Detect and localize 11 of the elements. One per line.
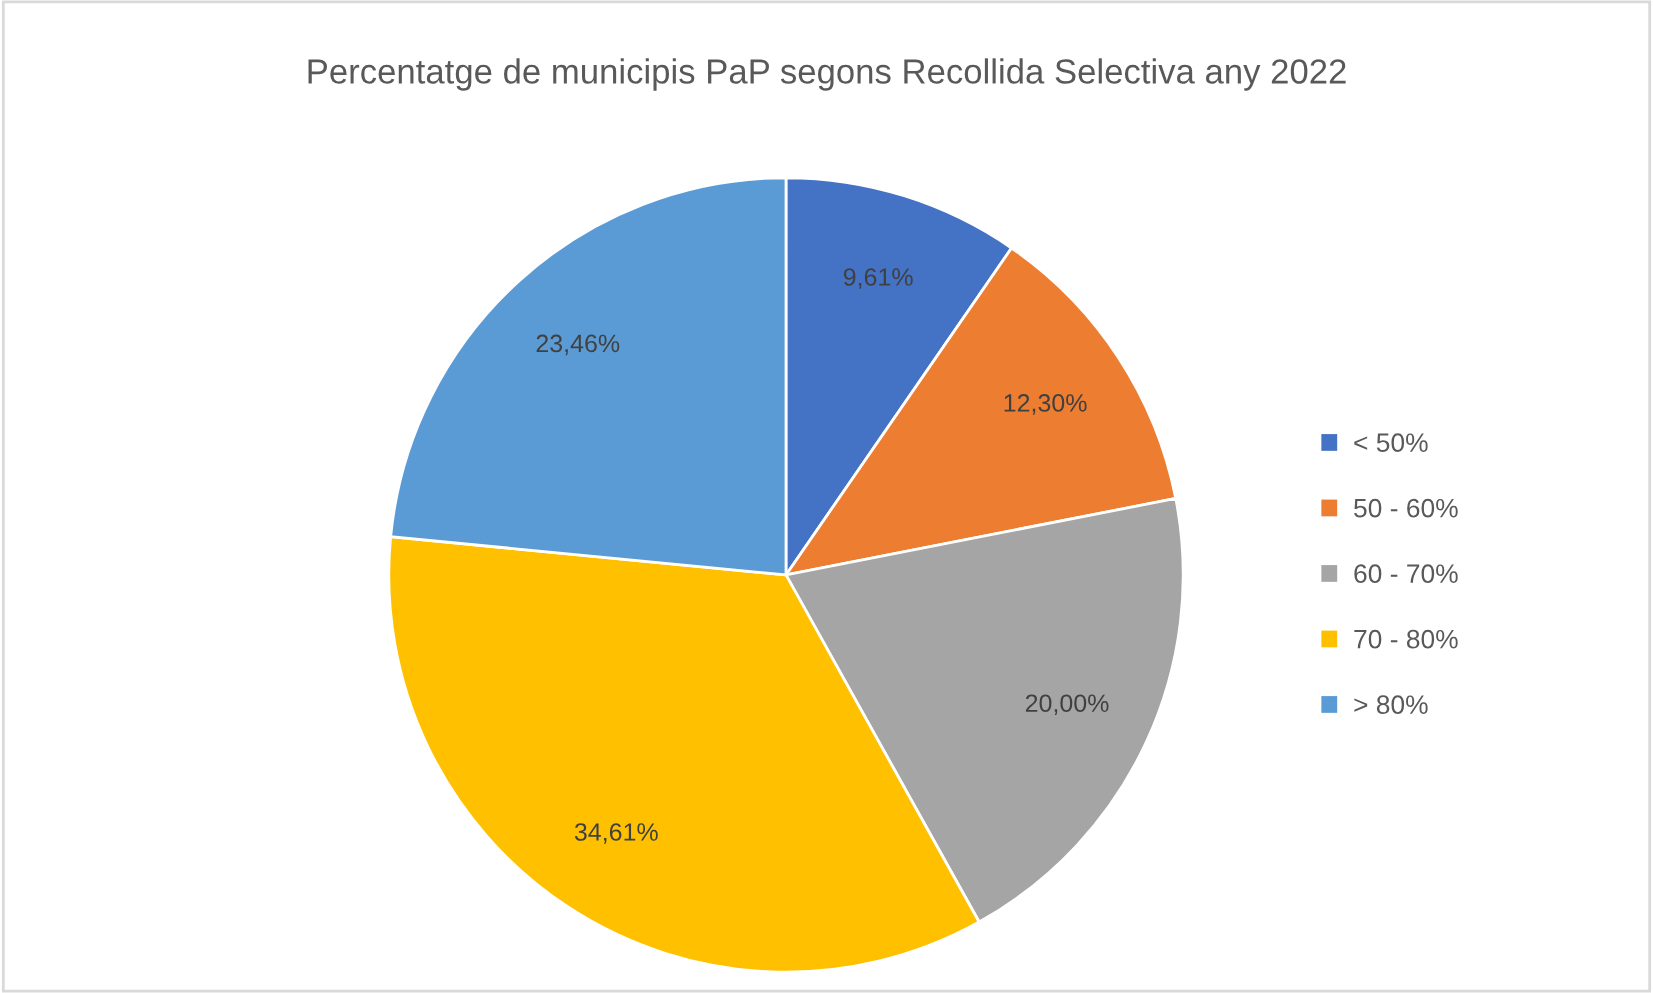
data-label: 9,61% [843, 268, 913, 289]
data-label: 23,46% [536, 334, 620, 356]
data-label: 34,61% [574, 823, 658, 844]
data-label: 12,30% [1004, 394, 1087, 415]
data-label: 20,00% [1025, 694, 1109, 716]
legend-label: < 50% [1354, 433, 1428, 453]
legend-label: 70 - 80% [1354, 629, 1458, 649]
legend-label: > 80% [1354, 695, 1428, 715]
legend-label: 60 - 70% [1354, 564, 1458, 584]
legend-label: 50 - 60% [1354, 498, 1458, 518]
chart-title: Percentatge de municipis PaP segons Recollida Selectiva any 2022 [308, 58, 1346, 91]
